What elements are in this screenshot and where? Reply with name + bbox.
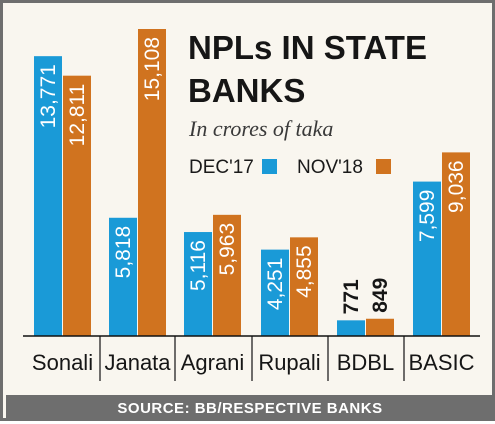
- bar-rupali-nov18: [290, 237, 318, 336]
- chart-subtitle: In crores of taka: [188, 116, 333, 141]
- bar-janata-nov18: [138, 29, 166, 336]
- chart-title-line-1: NPLs IN STATE: [188, 29, 427, 66]
- value-label-basic-dec17: 7,599: [416, 190, 439, 243]
- source-banner: [6, 395, 495, 421]
- category-label-agrani: Agrani: [181, 350, 245, 375]
- value-label-rupali-dec17: 4,251: [264, 258, 287, 311]
- category-label-janata: Janata: [104, 350, 171, 375]
- bar-sonali-nov18: [63, 75, 91, 336]
- chart-svg: NPLs IN STATE BANKS In crores of taka DE…: [6, 29, 495, 421]
- legend-swatch-dec17: [262, 159, 277, 174]
- bar-basic-dec17: [413, 181, 441, 336]
- chart-title-line-2: BANKS: [188, 72, 305, 109]
- category-label-sonali: Sonali: [32, 350, 93, 375]
- value-label-sonali-dec17: 13,771: [37, 64, 60, 128]
- value-label-basic-nov18: 9,036: [445, 160, 468, 213]
- bar-group: [34, 29, 470, 336]
- category-label-group: Sonali Janata Agrani Rupali BDBL BASIC: [32, 350, 475, 375]
- value-label-janata-nov18: 15,108: [141, 37, 164, 101]
- value-label-bdbl-dec17: 771: [340, 279, 363, 314]
- value-label-sonali-nov18: 12,811: [66, 84, 89, 147]
- value-label-janata-dec17: 5,818: [112, 226, 135, 279]
- bar-agrani-nov18: [213, 214, 241, 336]
- category-label-bdbl: BDBL: [337, 350, 394, 375]
- bar-janata-dec17: [109, 217, 137, 336]
- category-separators: [99, 336, 405, 381]
- value-label-agrani-dec17: 5,116: [187, 240, 210, 291]
- bar-bdbl-nov18: [366, 318, 394, 336]
- bar-basic-nov18: [442, 152, 470, 336]
- value-label-group: 13,771 12,811 5,818 15,108 5,116 5,963 4,251 4,…: [37, 37, 468, 314]
- bar-sonali-dec17: [34, 56, 62, 336]
- legend-swatch-nov18: [376, 159, 391, 174]
- bar-bdbl-dec17: [337, 320, 365, 336]
- value-label-agrani-nov18: 5,963: [216, 223, 239, 276]
- legend-label-nov18: NOV'18: [297, 157, 363, 178]
- source-text: SOURCE: BB/RESPECTIVE BANKS: [117, 400, 382, 417]
- legend-label-dec17: DEC'17: [189, 157, 254, 178]
- bar-agrani-dec17: [184, 232, 212, 336]
- category-label-basic: BASIC: [408, 350, 474, 375]
- category-label-rupali: Rupali: [258, 350, 320, 375]
- value-label-bdbl-nov18: 849: [369, 278, 392, 313]
- value-label-rupali-nov18: 4,855: [293, 245, 316, 298]
- bar-rupali-dec17: [261, 249, 289, 336]
